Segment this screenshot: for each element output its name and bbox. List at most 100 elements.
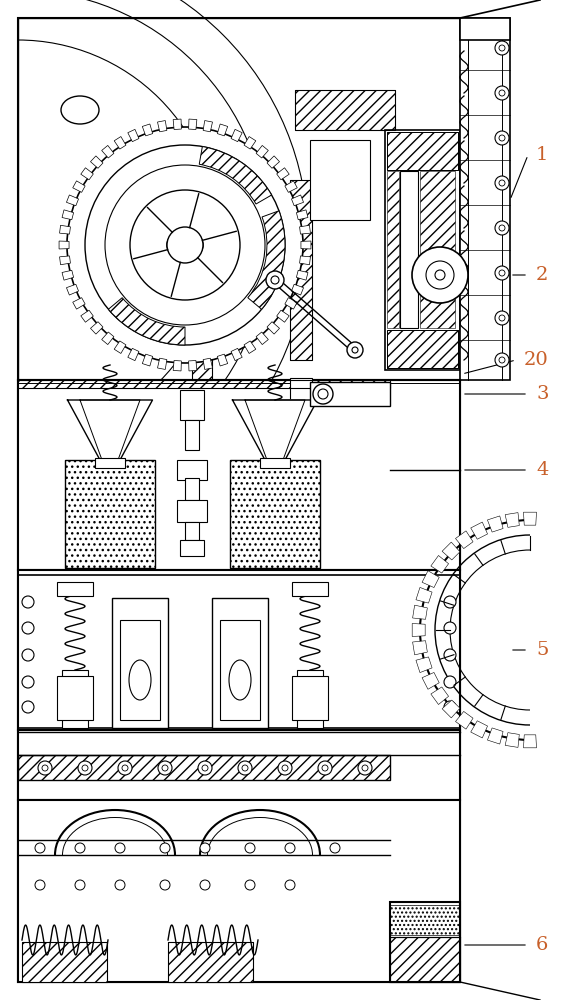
Polygon shape bbox=[66, 284, 79, 295]
Circle shape bbox=[67, 127, 303, 363]
Polygon shape bbox=[299, 256, 310, 265]
Polygon shape bbox=[142, 124, 153, 136]
Bar bbox=[62, 670, 88, 728]
Circle shape bbox=[160, 880, 170, 890]
Bar bbox=[185, 478, 199, 500]
Circle shape bbox=[330, 843, 340, 853]
Circle shape bbox=[200, 880, 210, 890]
Polygon shape bbox=[73, 298, 85, 309]
Polygon shape bbox=[102, 332, 114, 345]
Polygon shape bbox=[142, 354, 153, 366]
Polygon shape bbox=[291, 284, 303, 295]
Ellipse shape bbox=[129, 660, 151, 700]
Bar bbox=[260, 458, 290, 468]
Bar bbox=[22, 942, 107, 982]
Polygon shape bbox=[157, 121, 167, 132]
Circle shape bbox=[82, 765, 88, 771]
Polygon shape bbox=[67, 400, 152, 460]
Polygon shape bbox=[267, 156, 280, 168]
Polygon shape bbox=[231, 348, 242, 361]
Polygon shape bbox=[81, 168, 93, 180]
Ellipse shape bbox=[229, 660, 251, 700]
Circle shape bbox=[22, 622, 34, 634]
Polygon shape bbox=[203, 121, 212, 132]
Polygon shape bbox=[59, 225, 70, 234]
Circle shape bbox=[499, 270, 505, 276]
Circle shape bbox=[242, 765, 248, 771]
Bar bbox=[18, 380, 460, 570]
Bar bbox=[177, 500, 207, 522]
Polygon shape bbox=[91, 322, 103, 334]
Bar bbox=[18, 570, 460, 730]
Bar bbox=[390, 937, 460, 982]
Polygon shape bbox=[285, 181, 297, 192]
Polygon shape bbox=[233, 400, 318, 460]
Wedge shape bbox=[199, 147, 272, 204]
Polygon shape bbox=[217, 124, 228, 136]
Circle shape bbox=[282, 765, 288, 771]
Bar bbox=[290, 180, 312, 360]
Text: 6: 6 bbox=[536, 936, 548, 954]
Bar bbox=[387, 171, 399, 328]
Text: 5: 5 bbox=[536, 641, 548, 659]
Circle shape bbox=[352, 347, 358, 353]
Polygon shape bbox=[297, 270, 308, 280]
Circle shape bbox=[444, 649, 456, 661]
Polygon shape bbox=[277, 168, 289, 180]
Circle shape bbox=[200, 843, 210, 853]
Bar bbox=[297, 670, 323, 728]
Bar bbox=[18, 18, 460, 982]
Polygon shape bbox=[442, 700, 460, 718]
Polygon shape bbox=[267, 322, 280, 334]
Polygon shape bbox=[505, 513, 519, 527]
Bar bbox=[387, 330, 458, 368]
Circle shape bbox=[42, 765, 48, 771]
Polygon shape bbox=[217, 354, 228, 366]
Circle shape bbox=[122, 765, 128, 771]
Polygon shape bbox=[456, 531, 473, 549]
Circle shape bbox=[347, 342, 363, 358]
Circle shape bbox=[412, 247, 468, 303]
Polygon shape bbox=[442, 542, 460, 560]
Bar bbox=[460, 18, 510, 380]
Circle shape bbox=[271, 276, 279, 284]
Polygon shape bbox=[456, 711, 473, 729]
Polygon shape bbox=[81, 310, 93, 322]
Bar bbox=[387, 132, 458, 170]
Text: 2: 2 bbox=[536, 266, 548, 284]
Circle shape bbox=[245, 880, 255, 890]
Circle shape bbox=[22, 649, 34, 661]
Polygon shape bbox=[114, 341, 126, 353]
Polygon shape bbox=[524, 735, 537, 748]
Polygon shape bbox=[471, 721, 487, 738]
Bar bbox=[230, 460, 320, 568]
Polygon shape bbox=[299, 225, 310, 234]
Polygon shape bbox=[505, 733, 519, 747]
Circle shape bbox=[285, 843, 295, 853]
Ellipse shape bbox=[167, 231, 203, 259]
Circle shape bbox=[75, 880, 85, 890]
Polygon shape bbox=[66, 195, 79, 206]
Bar bbox=[400, 171, 418, 328]
Polygon shape bbox=[128, 348, 139, 361]
Bar bbox=[168, 942, 253, 982]
Circle shape bbox=[495, 176, 509, 190]
Circle shape bbox=[318, 761, 332, 775]
Polygon shape bbox=[431, 556, 449, 573]
Circle shape bbox=[22, 701, 34, 713]
Circle shape bbox=[162, 765, 168, 771]
Bar bbox=[18, 800, 460, 982]
Circle shape bbox=[495, 86, 509, 100]
Polygon shape bbox=[203, 358, 212, 369]
Circle shape bbox=[495, 266, 509, 280]
Polygon shape bbox=[471, 522, 487, 539]
Polygon shape bbox=[102, 145, 114, 158]
Circle shape bbox=[495, 221, 509, 235]
Polygon shape bbox=[487, 728, 503, 744]
Polygon shape bbox=[285, 298, 297, 309]
Polygon shape bbox=[173, 360, 181, 371]
Polygon shape bbox=[277, 310, 289, 322]
Bar bbox=[180, 390, 204, 420]
Polygon shape bbox=[431, 687, 449, 704]
Polygon shape bbox=[188, 119, 197, 130]
